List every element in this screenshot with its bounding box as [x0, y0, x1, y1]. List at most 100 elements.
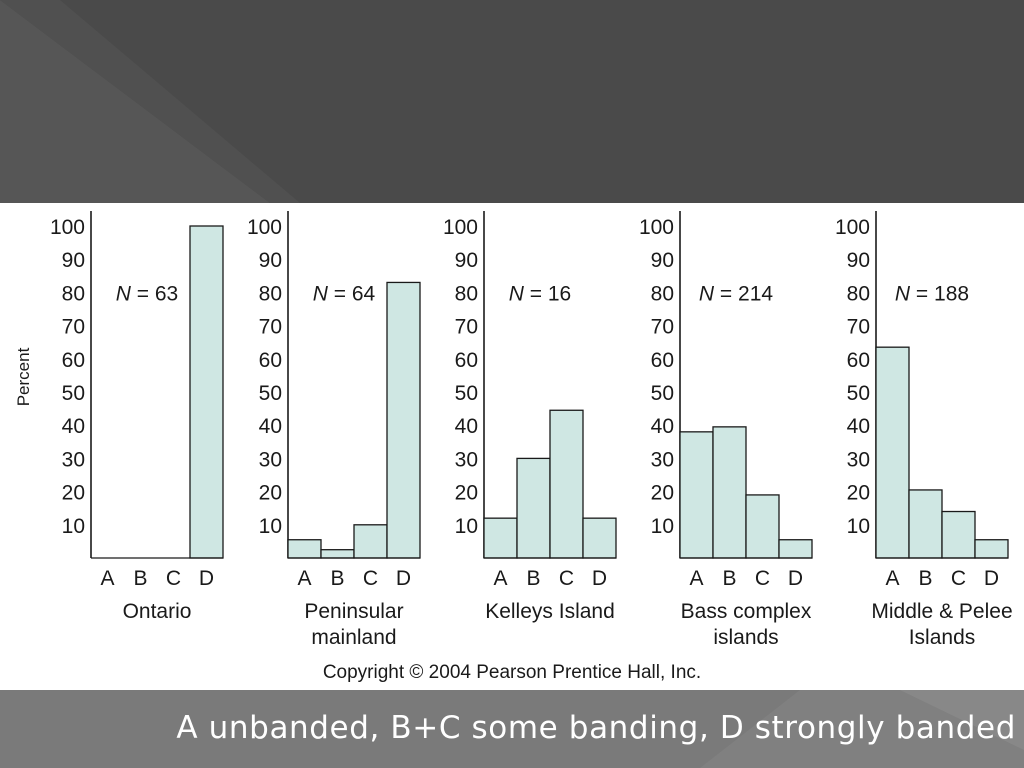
y-tick-label: 10 — [651, 515, 674, 538]
y-tick-label: 20 — [651, 482, 674, 505]
site-label: Ontario — [123, 600, 192, 623]
y-tick-label: 100 — [50, 216, 85, 239]
y-tick-label: 60 — [651, 349, 674, 372]
y-tick-label: 60 — [847, 349, 870, 372]
y-tick-label: 80 — [455, 282, 478, 305]
y-tick-label: 30 — [259, 448, 282, 471]
bar-c — [549, 409, 584, 559]
y-tick-label: 90 — [259, 249, 282, 272]
sample-size-label: N = 16 — [509, 282, 571, 305]
y-tick-label: 20 — [259, 482, 282, 505]
bar-d — [189, 225, 224, 559]
header-band — [0, 0, 1024, 203]
bar-b — [516, 457, 551, 559]
y-tick-label: 100 — [835, 216, 870, 239]
bar-b — [712, 426, 747, 559]
site-label: Middle & Pelee — [871, 600, 1012, 623]
x-tick-label: B — [722, 567, 736, 590]
x-tick-label: B — [330, 567, 344, 590]
y-tick-label: 50 — [455, 382, 478, 405]
y-tick-label: 30 — [651, 448, 674, 471]
bar-d — [974, 539, 1009, 559]
bar-c — [353, 524, 388, 559]
y-tick-label: 30 — [847, 448, 870, 471]
site-label: Kelleys Island — [485, 600, 615, 623]
y-tick-label: 40 — [62, 415, 85, 438]
y-tick-label: 70 — [62, 316, 85, 339]
bar-c — [941, 510, 976, 559]
x-tick-label: A — [689, 567, 703, 590]
y-tick-label: 70 — [259, 316, 282, 339]
y-tick-label: 60 — [62, 349, 85, 372]
y-tick-label: 40 — [651, 415, 674, 438]
y-tick-label: 70 — [847, 316, 870, 339]
bar-a — [483, 517, 518, 559]
x-tick-label: D — [592, 567, 607, 590]
y-tick-label: 50 — [259, 382, 282, 405]
y-tick-label: 80 — [651, 282, 674, 305]
y-tick-label: 70 — [455, 316, 478, 339]
y-tick-label: 90 — [651, 249, 674, 272]
y-tick-label: 40 — [259, 415, 282, 438]
y-tick-label: 20 — [62, 482, 85, 505]
header-decoration — [0, 0, 300, 203]
y-tick-label: 100 — [443, 216, 478, 239]
figure-area: 10 20 30 40 50 60 70 80 90 100 A B C D N = 63 Ontario Pe… — [0, 203, 1024, 690]
y-tick-label: 100 — [247, 216, 282, 239]
x-tick-label: C — [166, 567, 181, 590]
y-tick-label: 10 — [847, 515, 870, 538]
x-tick-label: D — [396, 567, 411, 590]
site-label: islands — [713, 626, 778, 649]
x-tick-label: D — [199, 567, 214, 590]
x-tick-label: C — [363, 567, 378, 590]
y-tick-label: 40 — [847, 415, 870, 438]
y-tick-label: 50 — [62, 382, 85, 405]
x-tick-label: D — [788, 567, 803, 590]
sample-size-label: N = 64 — [313, 282, 376, 305]
bar-c — [745, 494, 780, 559]
bar-b — [320, 549, 355, 559]
y-axis-title: Percent — [14, 347, 33, 406]
x-tick-label: A — [885, 567, 899, 590]
y-tick-label: 90 — [847, 249, 870, 272]
site-label: Peninsular — [304, 600, 403, 623]
bar-b — [908, 489, 943, 559]
x-tick-label: A — [493, 567, 507, 590]
y-tick-label: 40 — [455, 415, 478, 438]
y-tick-label: 30 — [455, 448, 478, 471]
y-tick-label: 80 — [62, 282, 85, 305]
y-tick-label: 70 — [651, 316, 674, 339]
y-tick-label: 60 — [455, 349, 478, 372]
bar-d — [386, 281, 421, 559]
y-tick-label: 50 — [847, 382, 870, 405]
x-tick-label: C — [559, 567, 574, 590]
x-tick-label: B — [526, 567, 540, 590]
bar-a — [875, 346, 910, 559]
x-tick-label: A — [100, 567, 114, 590]
x-tick-label: A — [297, 567, 311, 590]
y-tick-label: 100 — [639, 216, 674, 239]
y-tick-label: 60 — [259, 349, 282, 372]
y-tick-label: 80 — [259, 282, 282, 305]
x-tick-label: D — [984, 567, 999, 590]
site-label: Bass complex — [681, 600, 812, 623]
y-tick-label: 50 — [651, 382, 674, 405]
x-tick-label: C — [755, 567, 770, 590]
site-label: Islands — [909, 626, 976, 649]
y-tick-label: 20 — [455, 482, 478, 505]
y-tick-label: 30 — [62, 448, 85, 471]
site-label: mainland — [311, 626, 396, 649]
bar-a — [287, 539, 322, 559]
y-tick-label: 90 — [455, 249, 478, 272]
bar-d — [778, 539, 813, 559]
y-tick-label: 80 — [847, 282, 870, 305]
y-tick-label: 10 — [259, 515, 282, 538]
x-tick-label: C — [951, 567, 966, 590]
x-tick-label: B — [133, 567, 147, 590]
y-tick-label: 20 — [847, 482, 870, 505]
slide-caption: A unbanded, B+C some banding, D strongly… — [176, 710, 1016, 746]
bar-a — [679, 431, 714, 559]
x-tick-label: B — [918, 567, 932, 590]
y-tick-label: 10 — [62, 515, 85, 538]
